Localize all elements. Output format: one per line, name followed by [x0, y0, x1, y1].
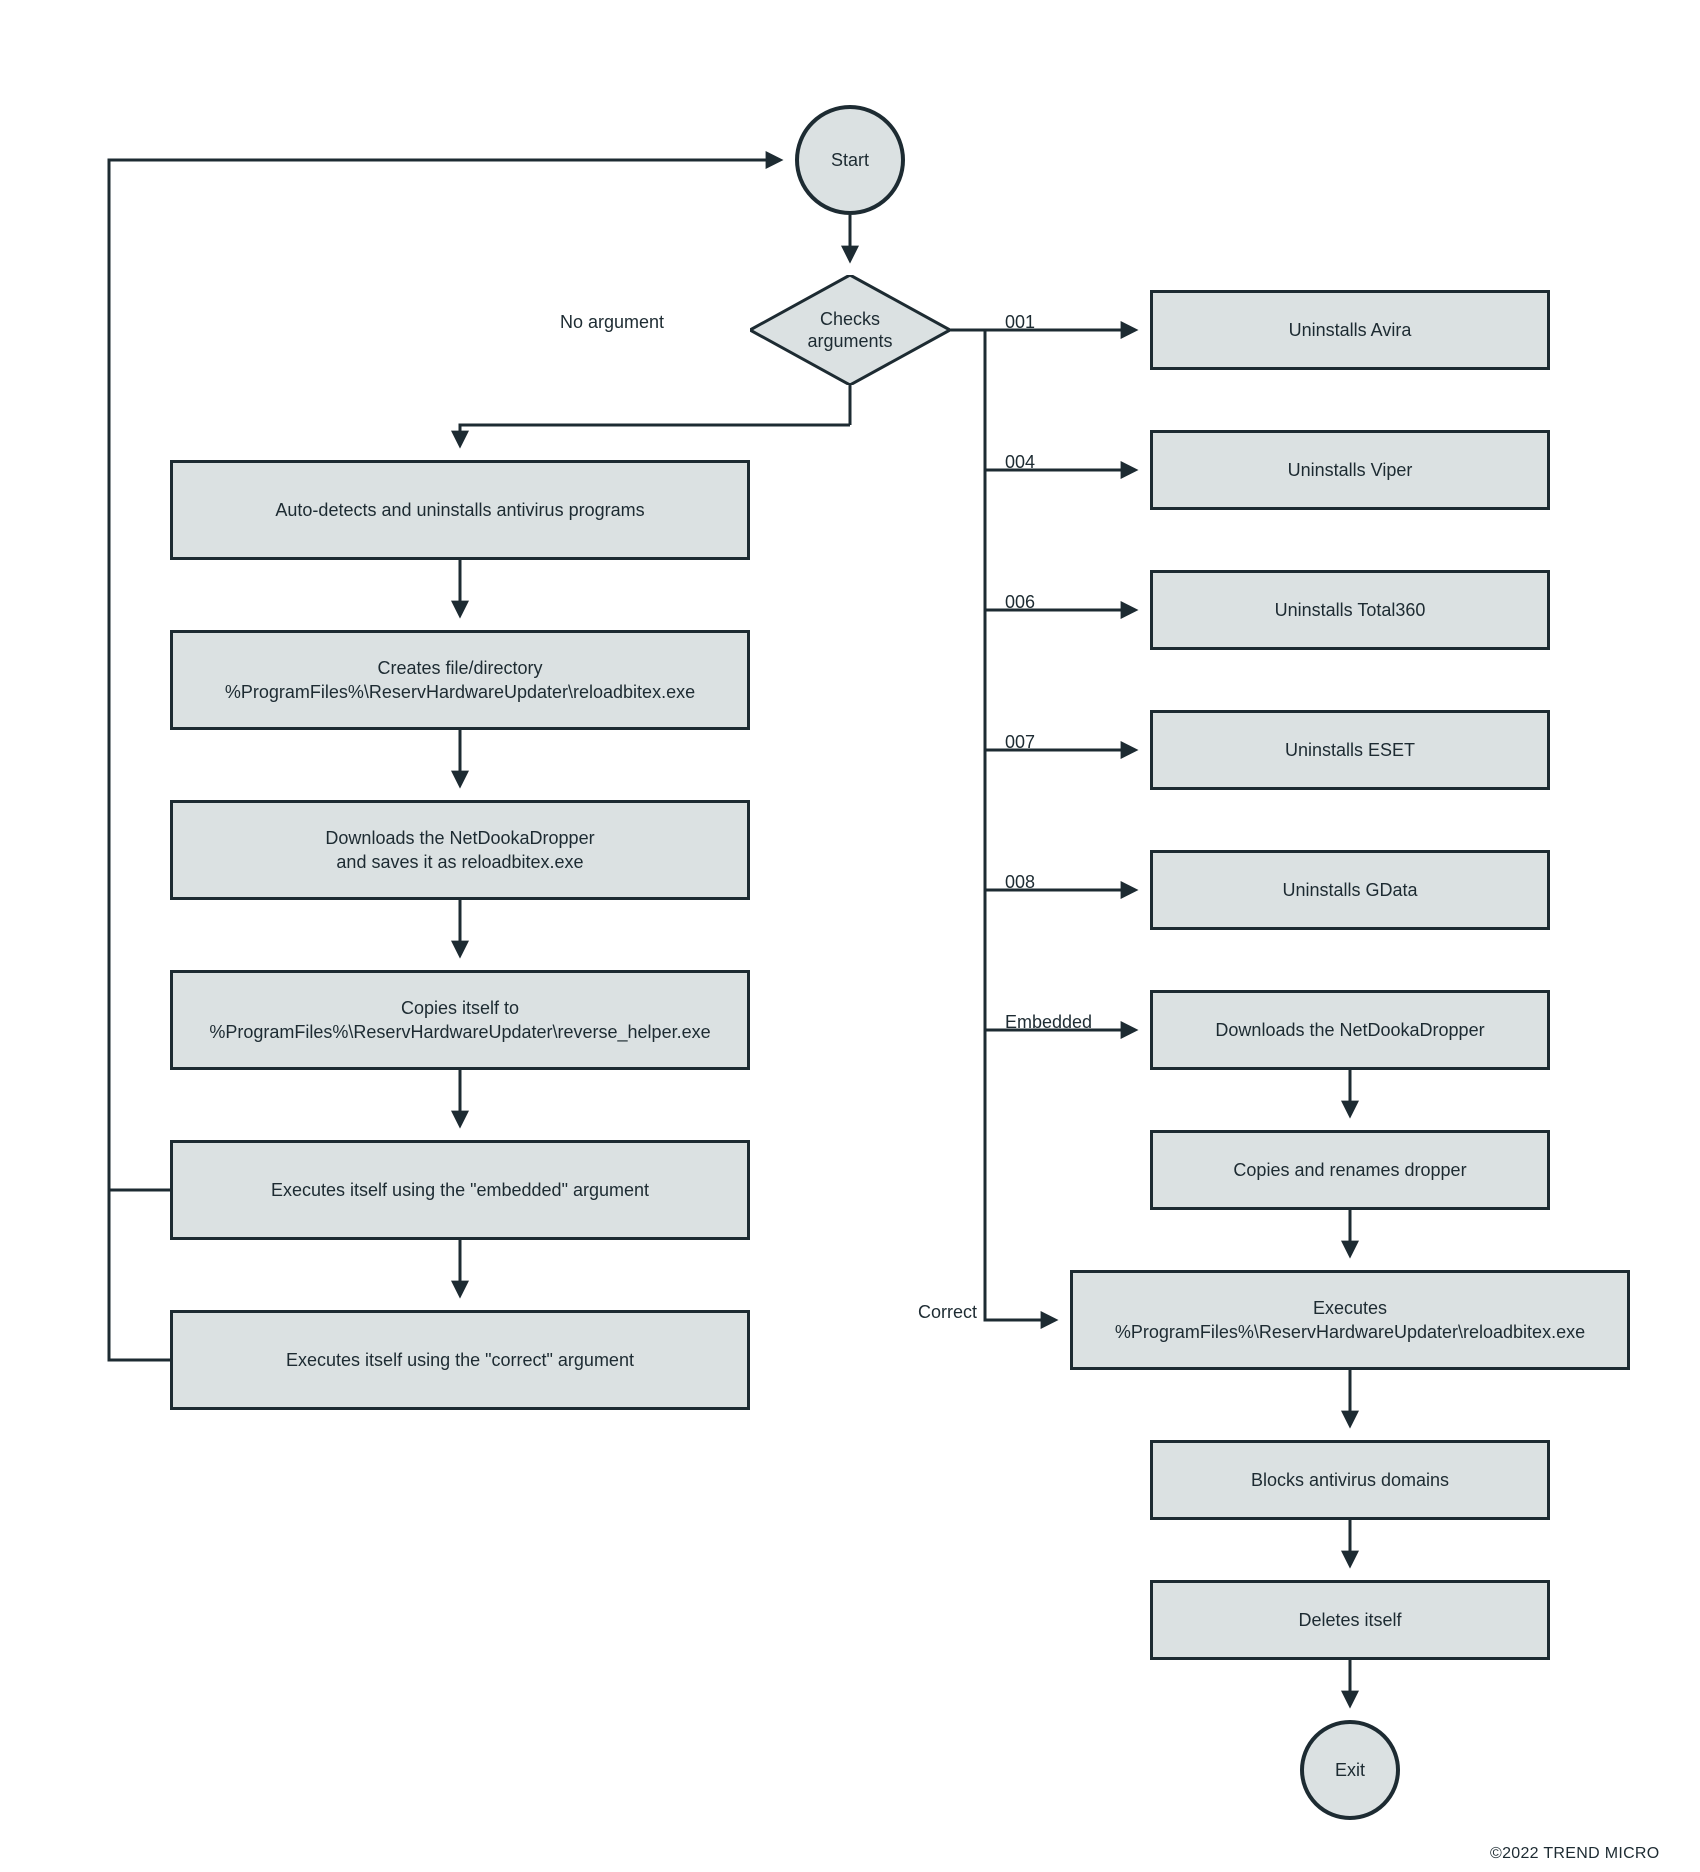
node-l1: Auto-detects and uninstalls antivirus pr…: [170, 460, 750, 560]
edge-label-eCorrect: Correct: [918, 1302, 977, 1323]
node-l5: Executes itself using the "embedded" arg…: [170, 1140, 750, 1240]
edge: [985, 1030, 1055, 1320]
node-r001: Uninstalls Avira: [1150, 290, 1550, 370]
node-l2: Creates file/directory%ProgramFiles%\Res…: [170, 630, 750, 730]
node-rBlock: Blocks antivirus domains: [1150, 1440, 1550, 1520]
edge-label-e004: 004: [1005, 452, 1035, 473]
node-r007: Uninstalls ESET: [1150, 710, 1550, 790]
edge-label-e007: 007: [1005, 732, 1035, 753]
edge: [460, 385, 850, 445]
edge: [985, 330, 1135, 470]
edge-label-noarg: No argument: [560, 312, 664, 333]
node-label-checks: Checksarguments: [750, 275, 950, 385]
node-l6: Executes itself using the "correct" argu…: [170, 1310, 750, 1410]
node-checks: Checksarguments: [750, 275, 950, 385]
node-l3: Downloads the NetDookaDropperand saves i…: [170, 800, 750, 900]
node-l4: Copies itself to%ProgramFiles%\ReservHar…: [170, 970, 750, 1070]
node-r004: Uninstalls Viper: [1150, 430, 1550, 510]
node-rEmb: Downloads the NetDookaDropper: [1150, 990, 1550, 1070]
edge: [985, 470, 1135, 610]
node-r008: Uninstalls GData: [1150, 850, 1550, 930]
node-rCopy: Copies and renames dropper: [1150, 1130, 1550, 1210]
edge: [109, 1190, 170, 1360]
node-rExec: Executes%ProgramFiles%\ReservHardwareUpd…: [1070, 1270, 1630, 1370]
edge: [985, 610, 1135, 750]
edge: [985, 750, 1135, 890]
node-start: Start: [795, 105, 905, 215]
node-exit: Exit: [1300, 1720, 1400, 1820]
node-r006: Uninstalls Total360: [1150, 570, 1550, 650]
copyright-text: ©2022 TREND MICRO: [1490, 1845, 1660, 1863]
edge: [985, 890, 1135, 1030]
edge-label-e008: 008: [1005, 872, 1035, 893]
edge-label-e006: 006: [1005, 592, 1035, 613]
flowchart-canvas: ©2022 TREND MICRO Start ChecksargumentsAu…: [0, 0, 1700, 1872]
edge-label-e001: 001: [1005, 312, 1035, 333]
node-rDel: Deletes itself: [1150, 1580, 1550, 1660]
edge-label-eEmb: Embedded: [1005, 1012, 1092, 1033]
